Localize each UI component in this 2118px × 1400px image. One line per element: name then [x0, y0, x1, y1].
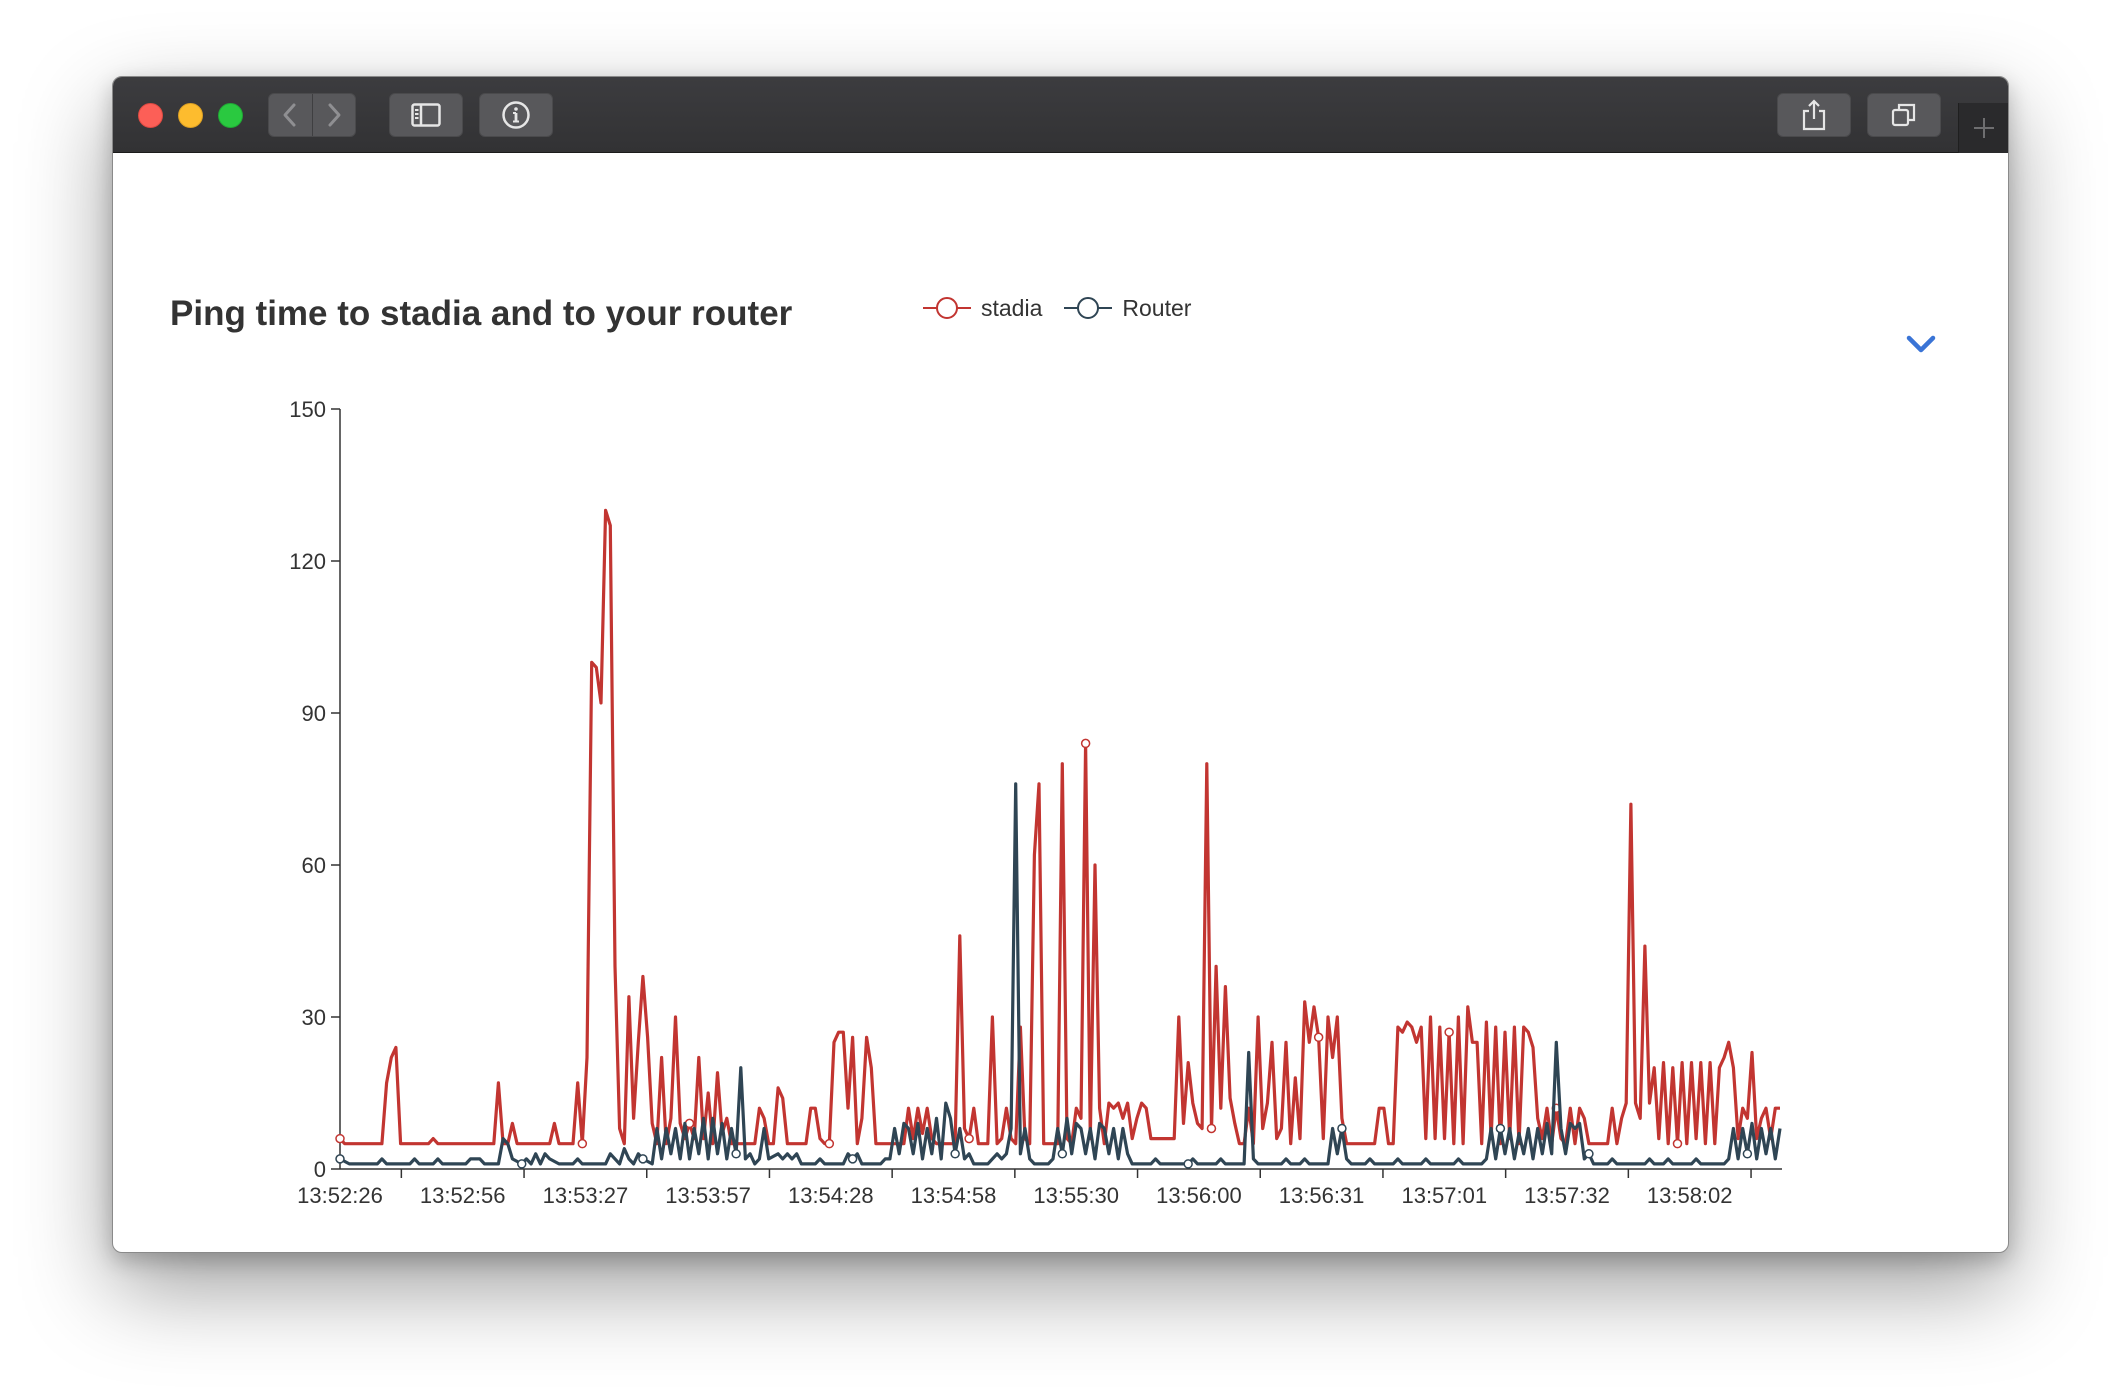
data-point [964, 1133, 974, 1144]
data-point [1080, 738, 1091, 749]
data-point [847, 1154, 858, 1164]
info-button[interactable] [479, 93, 553, 137]
chevron-down-icon[interactable] [1905, 333, 1937, 355]
data-point [335, 1154, 345, 1164]
sidebar-icon [411, 103, 441, 127]
close-window-button[interactable] [138, 103, 163, 128]
tabs-icon [1891, 103, 1916, 127]
x-tick-label: 13:54:28 [788, 1183, 874, 1208]
series-line-router [339, 782, 1782, 1166]
navigation-buttons [268, 93, 356, 137]
info-icon [502, 101, 530, 129]
share-icon [1802, 99, 1826, 131]
data-point [1672, 1138, 1683, 1149]
share-button[interactable] [1777, 93, 1851, 137]
back-button[interactable] [269, 94, 312, 136]
x-tick-label: 13:53:57 [665, 1183, 751, 1208]
x-tick-label: 13:52:26 [297, 1183, 383, 1208]
x-tick-label: 13:52:56 [420, 1183, 506, 1208]
y-tick-label: 120 [289, 549, 326, 574]
legend-item-stadia[interactable]: stadia [921, 293, 1042, 323]
legend-label-router: Router [1122, 294, 1192, 321]
chart-legend: stadia Router [921, 293, 1211, 323]
x-tick-label: 13:55:30 [1033, 1183, 1119, 1208]
page-content: Ping time to stadia and to your router s… [113, 153, 2008, 1252]
data-point [516, 1159, 527, 1169]
x-tick-label: 13:58:02 [1647, 1183, 1733, 1208]
data-point [731, 1149, 741, 1159]
x-tick-label: 13:53:27 [543, 1183, 629, 1208]
data-point [1337, 1123, 1347, 1134]
data-point [824, 1138, 835, 1149]
browser-window: Ping time to stadia and to your router s… [112, 76, 2009, 1253]
chevron-left-icon [283, 103, 296, 127]
data-point [1495, 1123, 1506, 1134]
y-tick-label: 30 [302, 1005, 326, 1030]
plus-icon [1974, 118, 1994, 138]
legend-label-stadia: stadia [981, 294, 1043, 321]
data-point [950, 1149, 960, 1159]
data-point [1313, 1032, 1324, 1043]
ping-chart: 0 30 60 90 120 150 13:52:26 13:52:56 13:53:27 13:… [289, 397, 1782, 1208]
y-tick-label: 0 [314, 1157, 326, 1182]
data-point [335, 1133, 345, 1144]
data-point [1183, 1159, 1193, 1169]
legend-item-router[interactable]: Router [1062, 293, 1191, 323]
data-point [638, 1154, 648, 1164]
y-tick-label: 90 [302, 701, 326, 726]
data-point [1584, 1149, 1594, 1159]
x-tick-label: 13:56:00 [1156, 1183, 1242, 1208]
x-tick-label: 13:57:01 [1401, 1183, 1487, 1208]
new-tab-button[interactable] [1958, 103, 2008, 153]
y-tick-label: 150 [289, 397, 326, 422]
x-tick-label: 13:57:32 [1524, 1183, 1610, 1208]
data-point [1206, 1123, 1217, 1134]
chart-title: Ping time to stadia and to your router [170, 294, 793, 333]
x-tick-label: 13:54:58 [911, 1183, 997, 1208]
data-point [577, 1138, 588, 1149]
forward-button[interactable] [312, 94, 355, 136]
chevron-right-icon [328, 103, 341, 127]
x-tick-label: 13:56:31 [1279, 1183, 1365, 1208]
zoom-window-button[interactable] [218, 103, 243, 128]
title-bar [113, 77, 2008, 153]
legend-marker-stadia [923, 297, 971, 319]
sidebar-toggle-button[interactable] [389, 93, 463, 137]
data-point [1444, 1027, 1454, 1037]
legend-marker-router [1064, 297, 1113, 319]
show-tabs-button[interactable] [1867, 93, 1941, 137]
nav-divider [311, 94, 313, 136]
minimize-window-button[interactable] [178, 103, 203, 128]
data-point [1742, 1149, 1753, 1159]
y-tick-label: 60 [302, 853, 326, 878]
data-point [1057, 1149, 1068, 1159]
series-line-stadia [338, 508, 1780, 1146]
